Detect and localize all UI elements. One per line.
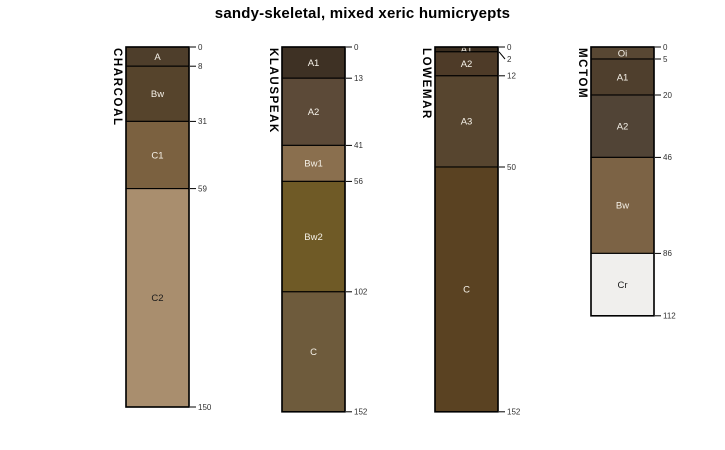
profile-outline xyxy=(590,46,655,317)
plot-title: sandy-skeletal, mixed xeric humicryepts xyxy=(214,5,511,22)
horizon-label: A1 xyxy=(308,58,320,69)
horizon-label: C xyxy=(310,347,317,358)
horizon-label: A1 xyxy=(617,72,629,83)
profile-id-label: MCTOM xyxy=(576,48,588,99)
horizon-label: C1 xyxy=(151,150,163,161)
depth-label: 0 xyxy=(198,43,203,52)
horizon-rect xyxy=(590,58,655,96)
horizon-rect xyxy=(281,46,346,79)
depth-label: 0 xyxy=(507,43,512,52)
profile-mctom: Oi A1 A2 Bw Cr MCTOM 0 5 20 46 86 112 xyxy=(576,43,676,321)
profile-outline xyxy=(125,46,190,408)
depth-label: 13 xyxy=(354,74,363,83)
depth-label: 8 xyxy=(198,62,203,71)
horizon-label: Bw xyxy=(616,201,629,212)
horizon-label: Bw xyxy=(151,89,164,100)
depth-label: 86 xyxy=(663,249,672,258)
depth-label: 5 xyxy=(663,55,668,64)
depth-label: 150 xyxy=(198,403,212,412)
horizon-rect xyxy=(590,156,655,254)
horizon-label: Oi xyxy=(618,48,628,59)
horizon-label: A2 xyxy=(617,122,629,133)
depth-tick xyxy=(498,51,506,60)
horizon-label: C xyxy=(463,285,470,296)
horizon-rect xyxy=(125,65,190,122)
horizon-label: A xyxy=(154,52,161,63)
horizon-label: A1 xyxy=(461,45,473,56)
depth-label: 50 xyxy=(507,163,516,172)
horizon-rect xyxy=(281,144,346,182)
depth-label: 59 xyxy=(198,184,207,193)
horizon-rect xyxy=(281,77,346,146)
profile-id-label: KLAUSPEAK xyxy=(267,48,279,134)
depth-label: 20 xyxy=(663,91,672,100)
horizon-label: Bw2 xyxy=(304,232,322,243)
profile-outline xyxy=(434,46,499,413)
depth-label: 152 xyxy=(507,408,521,417)
horizon-label: C2 xyxy=(151,293,163,304)
horizon-label: Cr xyxy=(617,280,627,291)
profile-outline xyxy=(281,46,346,413)
horizon-label: A2 xyxy=(308,107,320,118)
depth-label: 112 xyxy=(663,312,676,321)
horizon-rect xyxy=(434,166,499,413)
depth-label: 41 xyxy=(354,141,363,150)
profile-id-label: CHARCOAL xyxy=(111,48,123,127)
horizon-rect xyxy=(434,75,499,168)
profile-lowemar: A1 A2 A3 C LOWEMAR 0 2 12 50 152 xyxy=(420,43,521,417)
depth-label: 0 xyxy=(354,43,359,52)
horizon-rect xyxy=(281,180,346,293)
horizon-label: A3 xyxy=(461,117,473,128)
depth-label: 56 xyxy=(354,177,363,186)
profile-charcoal: A Bw C1 C2 CHARCOAL 0 8 31 59 150 xyxy=(111,43,212,412)
profile-id-label: LOWEMAR xyxy=(420,48,432,120)
depth-label: 12 xyxy=(507,72,516,81)
depth-label: 2 xyxy=(507,55,512,64)
horizon-label: A2 xyxy=(461,59,473,70)
depth-label: 102 xyxy=(354,288,368,297)
depth-label: 46 xyxy=(663,153,672,162)
horizon-label: Bw1 xyxy=(304,159,322,170)
depth-label: 0 xyxy=(663,43,668,52)
depth-label: 31 xyxy=(198,117,207,126)
profile-klauspeak: A1 A2 Bw1 Bw2 C KLAUSPEAK 0 13 41 56 102 152 xyxy=(267,43,368,417)
depth-label: 152 xyxy=(354,408,368,417)
